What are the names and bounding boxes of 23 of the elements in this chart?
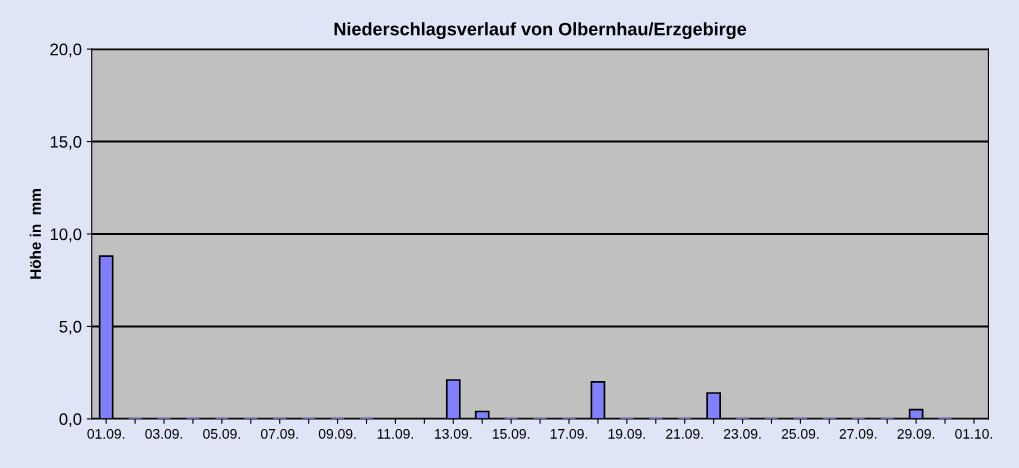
x-tick-label: 03.09.	[145, 428, 183, 439]
x-tick-label: 11.09.	[377, 428, 413, 439]
x-tick-label: 25.09.	[781, 428, 819, 439]
x-tick-label: 17.09.	[550, 428, 588, 439]
y-tick-label: 5,0	[59, 320, 82, 335]
y-tick-label: 15,0	[50, 135, 82, 150]
x-tick-label: 23.09.	[723, 428, 761, 439]
x-tick-label: 27.09.	[839, 428, 877, 439]
x-tick-label: 09.09.	[318, 428, 356, 439]
chart-title: Niederschlagsverlauf von Olbernhau/Erzgebirge	[334, 22, 747, 40]
y-tick-label: 10,0	[50, 228, 82, 243]
x-tick-label: 05.09.	[203, 428, 240, 439]
y-tick-label: 0,0	[59, 413, 82, 428]
x-tick-label: 19.09.	[608, 428, 645, 439]
x-tick-label: 21.09.	[666, 428, 703, 439]
y-axis-title: Höhe in mm	[29, 189, 41, 279]
x-tick-label: 01.10.	[955, 428, 993, 439]
y-tick-label: 20,0	[50, 43, 82, 58]
x-tick-label: 07.09.	[260, 428, 298, 439]
x-tick-label: 01.09.	[87, 428, 125, 439]
x-tick-label: 15.09.	[492, 428, 530, 439]
x-tick-label: 29.09.	[897, 428, 935, 439]
x-tick-label: 13.09.	[435, 428, 472, 439]
